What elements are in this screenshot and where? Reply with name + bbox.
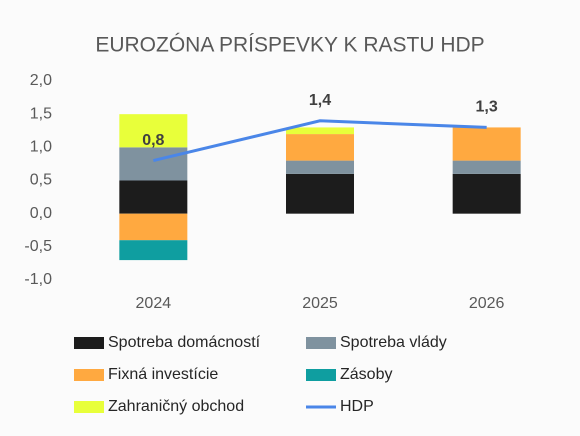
data-label: 0,8 [142,132,164,149]
bar-segment [119,180,188,214]
bar-segment [119,213,188,241]
y-tick-label: 1,0 [30,139,52,156]
legend-swatch [74,369,104,381]
y-tick-label: -0,5 [24,238,52,255]
chart-title: EUROZÓNA PRÍSPEVKY K RASTU HDP [95,34,484,57]
x-tick-label: 2025 [302,295,338,312]
bar-segment [286,173,354,214]
y-tick-label: -1,0 [24,271,52,288]
bar-segment [452,160,521,174]
data-label: 1,4 [309,92,331,109]
legend-label: HDP [340,398,374,415]
y-tick-label: 2,0 [30,72,52,89]
y-tick-label: 0,5 [30,172,52,189]
bar-segment [119,147,188,181]
y-tick-label: 1,5 [30,105,52,122]
legend-label: Zahraničný obchod [108,398,244,415]
x-tick-label: 2026 [469,295,505,312]
line [152,119,487,163]
bar-segment [286,127,354,135]
bar-segment [452,173,521,214]
legend-label: Fixná investície [108,366,218,383]
legend-label: Zásoby [340,366,392,383]
bar-segment [119,240,188,261]
legend-label: Spotreba domácností [108,334,261,351]
bar-segment [286,134,354,161]
data-label: 1,3 [476,99,498,116]
bar-segment [286,160,354,174]
y-tick-label: 0,0 [30,205,52,222]
bar-segment [119,114,188,148]
legend-swatch [74,337,104,349]
x-tick-label: 2024 [136,295,172,312]
legend-swatch [74,401,104,413]
legend-swatch [306,337,336,349]
legend-swatch [306,369,336,381]
legend-label: Spotreba vlády [340,334,447,351]
bar-segment [452,127,521,161]
